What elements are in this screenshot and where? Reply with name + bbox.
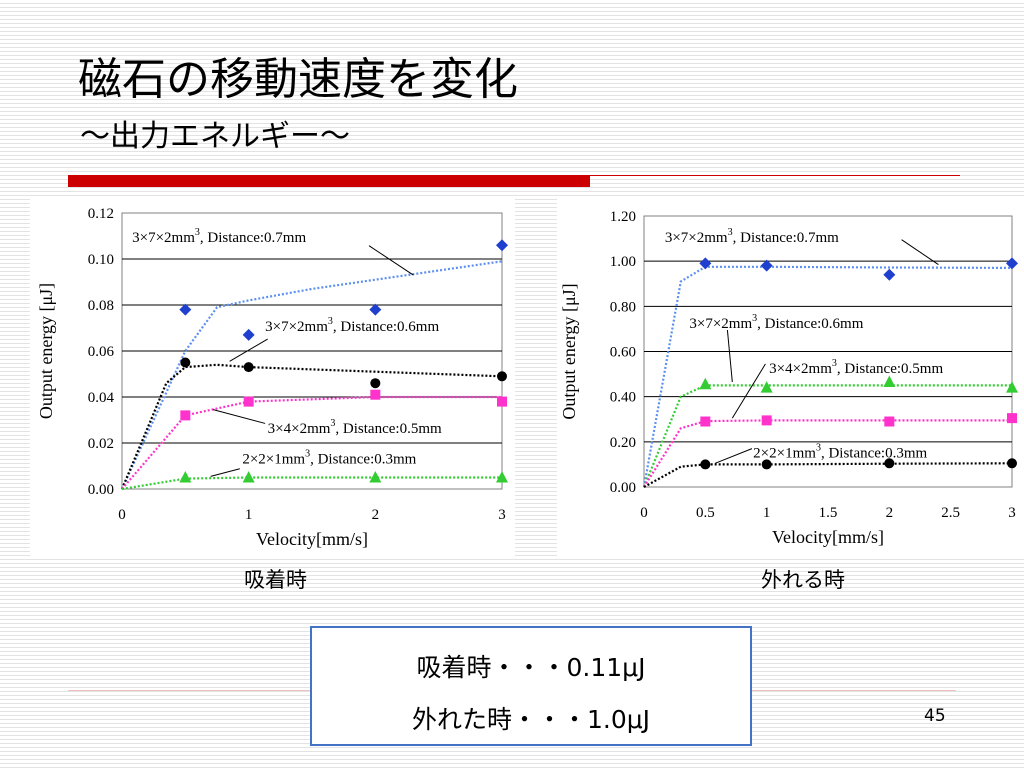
right-point-s0: [1006, 257, 1018, 270]
right-point-s1: [760, 381, 773, 393]
right-annotation-label-3: 2×2×1mm3, Distance:0.3mm: [753, 443, 927, 462]
summary-detachment: 外れた時・・・1.0μJ: [411, 705, 651, 734]
right-point-s1: [699, 377, 712, 390]
right-ytick-label: 0.80: [610, 299, 636, 315]
right-xtick-label: 1: [763, 505, 771, 521]
right-xtick-label: 0: [640, 505, 648, 521]
title-rule-thin: [590, 175, 960, 176]
right-point-s3: [761, 459, 772, 470]
right-point-s3: [884, 458, 895, 469]
right-point-s3: [1007, 458, 1017, 469]
left-annotation-label-1: 3×7×2mm3, Distance:0.6mm: [265, 316, 439, 335]
left-ytick-label: 0.06: [88, 344, 115, 360]
page-number: 45: [924, 706, 946, 726]
left-annotation-leader: [368, 245, 414, 276]
caption-detachment: 外れる時: [761, 568, 845, 592]
left-point-s0: [369, 303, 382, 316]
right-xtick-label: 2: [886, 505, 894, 521]
left-ytick-label: 0.04: [88, 390, 115, 406]
left-trendline-3: [121, 476, 502, 491]
summary-adsorption: 吸着時・・・0.11μJ: [416, 653, 646, 682]
left-annotation-leader: [210, 468, 240, 477]
right-xtick-label: 0.5: [696, 505, 715, 521]
left-point-s3: [242, 471, 255, 483]
right-annotation-leader: [726, 329, 733, 383]
slide-subtitle: ～出力エネルギー～: [80, 119, 350, 154]
left-point-s3: [496, 471, 508, 483]
summary-box: 吸着時・・・0.11μJ 外れた時・・・1.0μJ: [310, 626, 752, 746]
title-rule-thick: [68, 175, 590, 187]
right-trendline-0: [642, 265, 1013, 488]
left-ytick-label: 0.02: [88, 436, 114, 452]
left-point-s0: [242, 328, 255, 341]
right-ytick-label: 1.00: [610, 254, 636, 270]
right-ytick-label: 0.40: [610, 390, 636, 406]
right-annotation-leader: [714, 448, 753, 464]
right-point-s2: [700, 416, 711, 427]
left-xtick-label: 2: [372, 507, 380, 523]
left-xtick-label: 3: [498, 507, 506, 523]
left-ytick-label: 0.12: [88, 206, 114, 222]
left-annotation-leader: [229, 338, 268, 362]
right-trendline-1: [642, 384, 1012, 488]
right-trendline-2: [643, 419, 1012, 488]
right-point-s1: [883, 375, 896, 387]
chart-adsorption: 0.00 0.02 0.04 0.06 0.08 0.10 0.12 0 1 2 3 Velocity…: [30, 196, 515, 558]
right-annotation-label-1: 3×7×2mm3, Distance:0.6mm: [689, 313, 863, 332]
chart-detachment: 0.00 0.20 0.40 0.60 0.80 1.00 1.20 0 0.5 1 1.5 2 2.5…: [557, 199, 1024, 557]
left-point-s1: [497, 371, 507, 382]
right-annotation-label-2: 3×4×2mm3, Distance:0.5mm: [769, 358, 943, 377]
left-annotation-label-2: 3×4×2mm3, Distance:0.5mm: [268, 418, 442, 437]
right-point-s3: [700, 459, 711, 470]
right-point-s2: [761, 415, 772, 426]
left-point-s2: [370, 389, 381, 400]
chart-adsorption-svg: 0.00 0.02 0.04 0.06 0.08 0.10 0.12 0 1 2 3 Velocity…: [36, 206, 508, 549]
chart-detachment-svg: 0.00 0.20 0.40 0.60 0.80 1.00 1.20 0 0.5 1 1.5 2 2.5…: [559, 209, 1018, 547]
right-point-s0: [760, 259, 773, 272]
right-point-s2: [884, 416, 895, 427]
left-ytick-label: 0.00: [88, 482, 114, 498]
right-ytick-label: 0.20: [610, 435, 636, 451]
right-annotation-leader: [901, 239, 939, 265]
left-yaxis-title: Output energy [μJ]: [36, 283, 56, 419]
right-point-s2: [1007, 413, 1017, 424]
right-point-s0: [883, 268, 896, 281]
slide-title: 磁石の移動速度を変化: [78, 54, 518, 105]
right-yaxis-title: Output energy [μJ]: [559, 283, 579, 419]
left-point-s3: [369, 471, 382, 483]
right-xtick-label: 1.5: [819, 505, 838, 521]
right-annotation-label-0: 3×7×2mm3, Distance:0.7mm: [665, 227, 839, 246]
right-xtick-label: 3: [1008, 505, 1016, 521]
right-xtick-label: 2.5: [941, 505, 960, 521]
left-ytick-label: 0.08: [88, 298, 114, 314]
right-annotation-leader: [731, 363, 766, 419]
left-annotation-leader: [213, 409, 266, 424]
right-xaxis-title: Velocity[mm/s]: [772, 527, 884, 547]
left-ytick-label: 0.10: [88, 252, 114, 268]
right-ytick-label: 1.20: [610, 209, 636, 225]
left-point-s1: [370, 378, 381, 389]
right-trendline-3: [643, 462, 1013, 488]
right-ytick-label: 0.00: [610, 480, 636, 496]
left-annotation-label-0: 3×7×2mm3, Distance:0.7mm: [132, 227, 306, 246]
left-point-s0: [179, 303, 192, 316]
left-xaxis-title: Velocity[mm/s]: [256, 529, 368, 549]
left-xtick-label: 1: [245, 507, 253, 523]
left-point-s2: [243, 396, 254, 407]
left-point-s2: [497, 396, 507, 407]
right-ytick-label: 0.60: [610, 345, 636, 361]
right-point-s0: [699, 257, 712, 270]
left-trendline-1: [120, 363, 503, 490]
left-trendline-0: [121, 260, 503, 490]
left-point-s1: [180, 357, 191, 368]
caption-adsorption: 吸着時: [244, 568, 307, 592]
left-xtick-label: 0: [118, 507, 126, 523]
left-point-s3: [179, 471, 192, 483]
left-annotation-label-3: 2×2×1mm3, Distance:0.3mm: [242, 448, 416, 467]
left-point-s2: [180, 410, 191, 421]
left-point-s0: [496, 239, 508, 252]
left-point-s1: [243, 362, 254, 373]
right-point-s1: [1006, 381, 1018, 393]
